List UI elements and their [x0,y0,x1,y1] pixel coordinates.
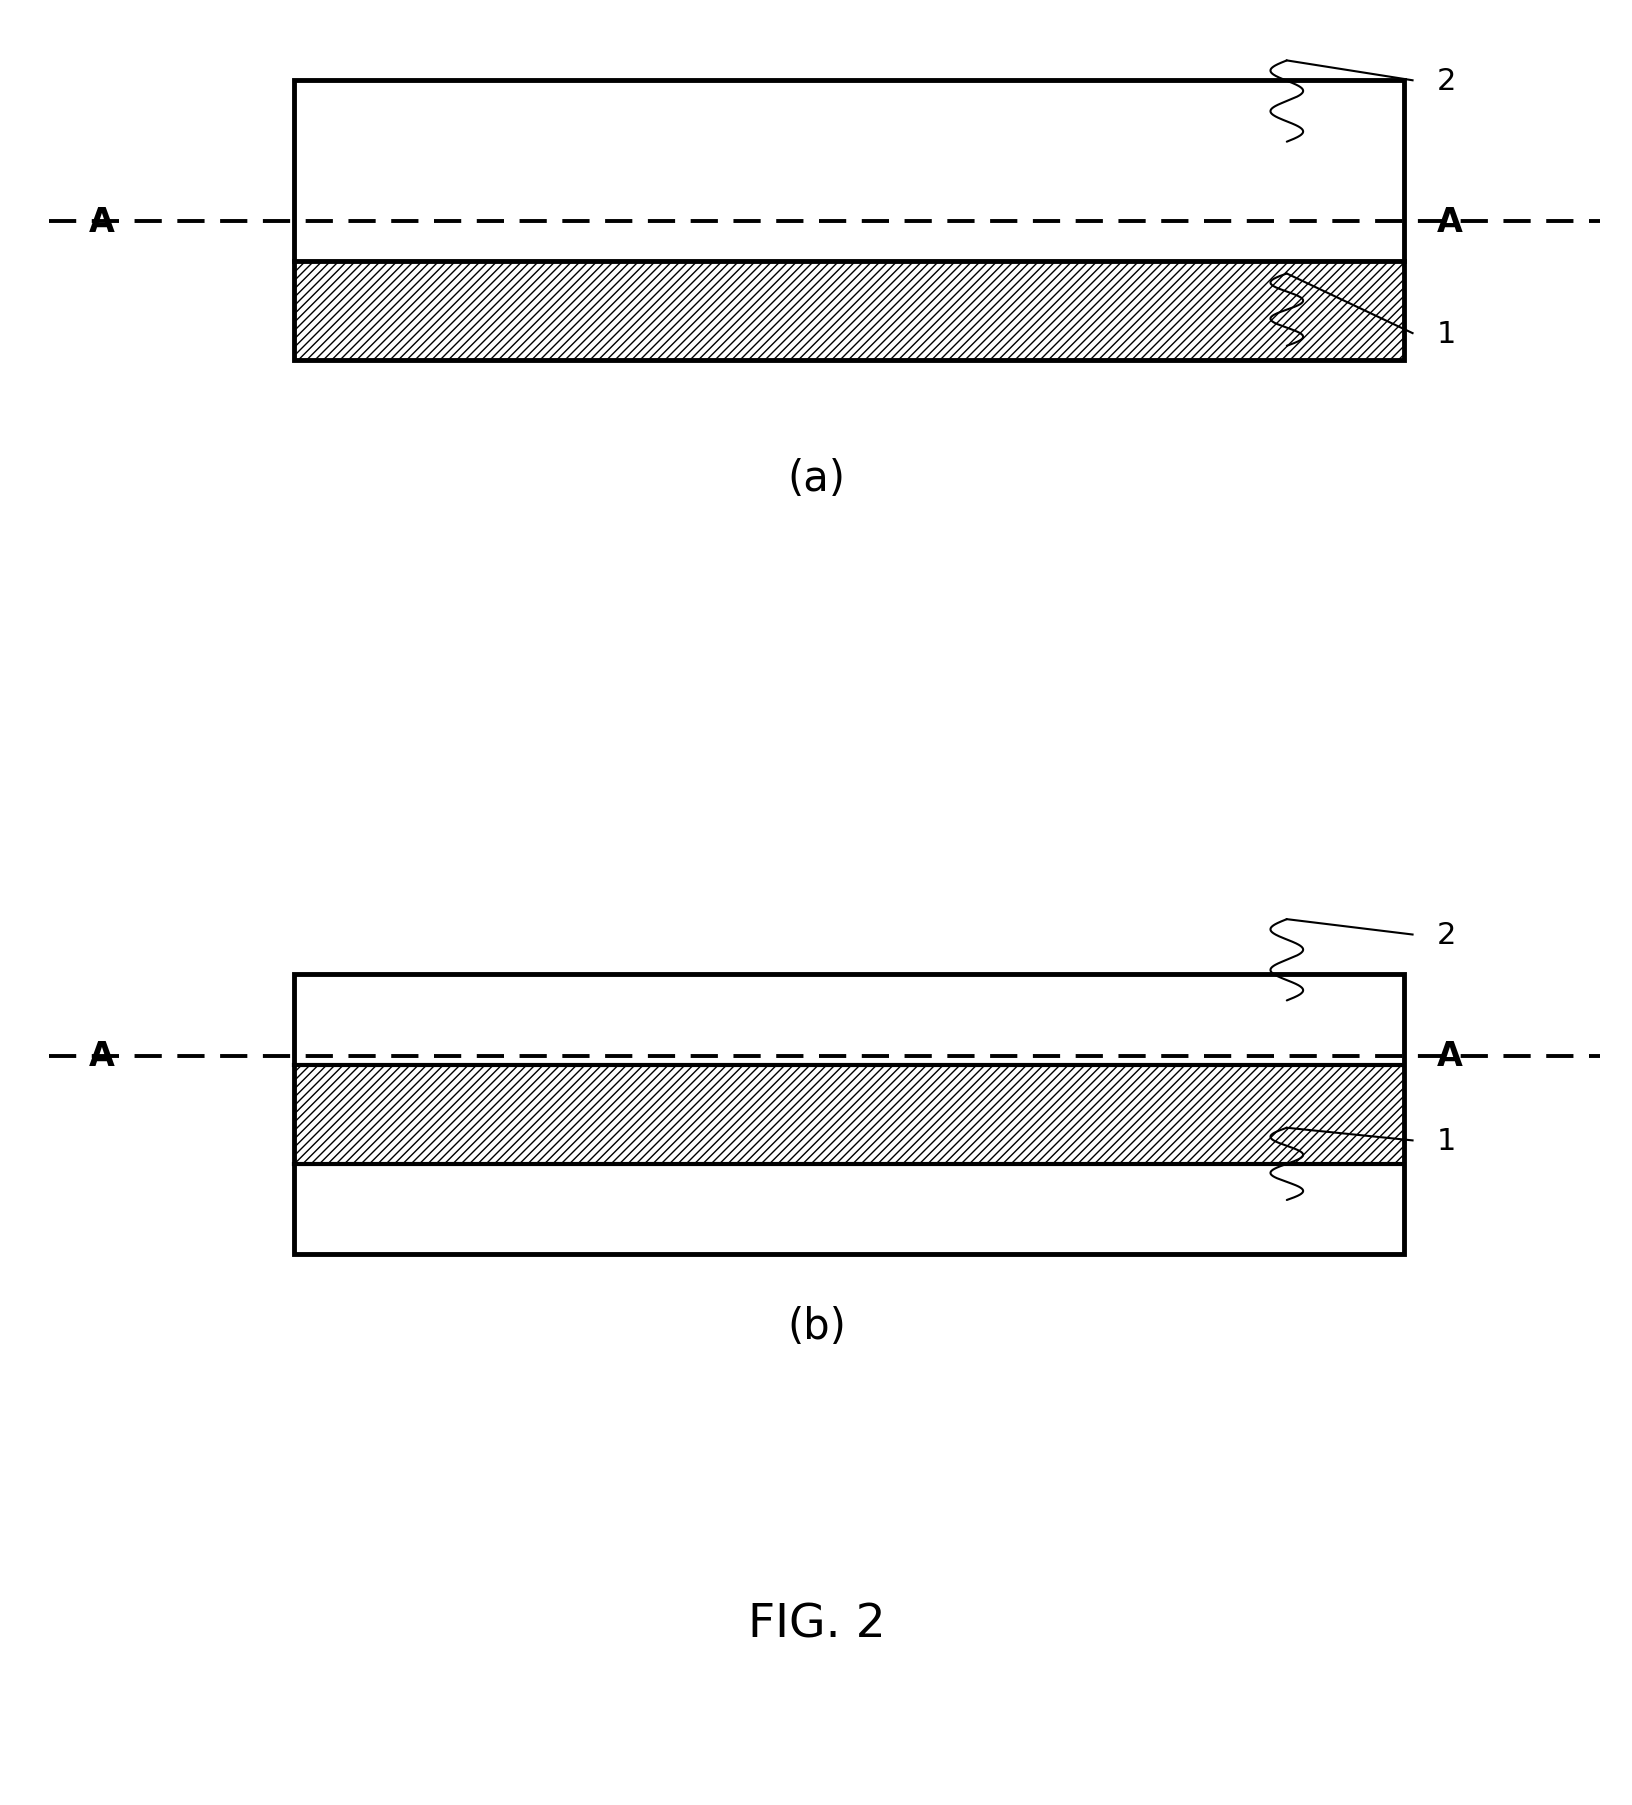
Text: 1: 1 [1436,1126,1456,1155]
Text: FIG. 2: FIG. 2 [747,1603,885,1646]
Text: A: A [1436,1040,1462,1072]
Bar [294,1065,1404,1164]
Text: (b): (b) [787,1305,845,1348]
Bar [294,975,1404,1254]
Text: A: A [1436,206,1462,238]
Text: A: A [88,1040,114,1072]
Bar [294,975,1404,1254]
Bar [294,81,1404,361]
Text: 2: 2 [1436,67,1456,96]
Text: A: A [88,206,114,238]
Text: 1: 1 [1436,319,1456,348]
Text: (a): (a) [787,457,845,500]
Bar [294,262,1404,361]
Bar [294,81,1404,361]
Bar [294,1164,1404,1254]
Text: 2: 2 [1436,921,1456,949]
